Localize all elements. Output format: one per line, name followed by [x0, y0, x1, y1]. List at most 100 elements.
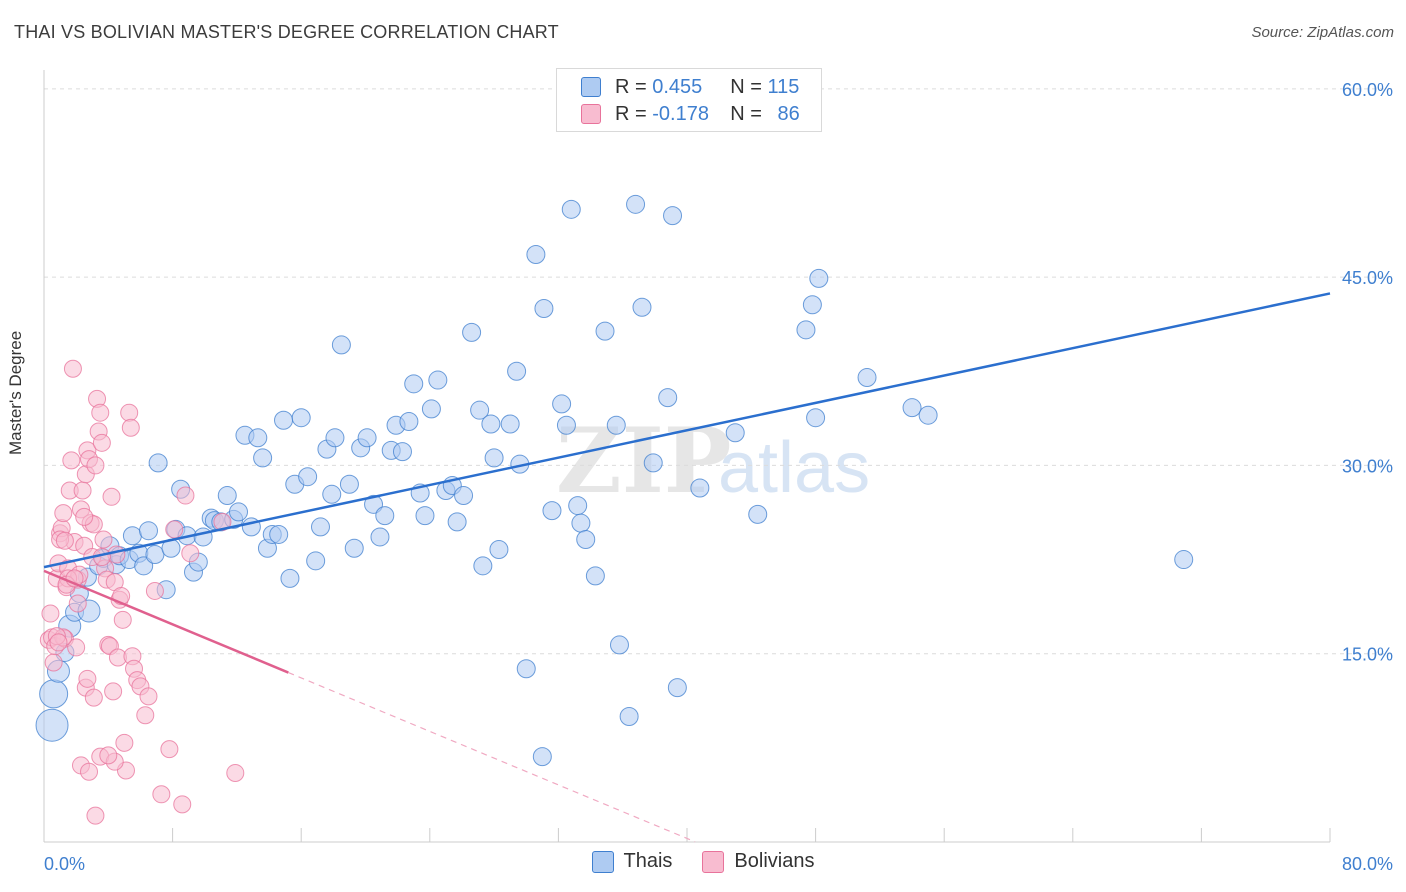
bolivians-point: [136, 706, 155, 725]
thais-point: [534, 299, 554, 319]
thais-point: [248, 428, 268, 448]
thais-point: [339, 474, 359, 494]
thais-point: [269, 524, 289, 544]
thais-point: [375, 506, 395, 526]
legend-label-bolivians: Bolivians: [734, 850, 815, 872]
watermark-atlas: atlas: [718, 428, 870, 508]
y-tick-label: 45.0%: [1342, 268, 1393, 288]
thais-point: [39, 679, 69, 709]
legend-r-label: R =: [615, 75, 653, 98]
thais-point: [280, 568, 300, 588]
thais-point: [392, 442, 412, 462]
thais-point: [902, 398, 922, 418]
bolivians-point: [213, 512, 232, 531]
legend-swatch-thais: [591, 850, 614, 873]
y-tick-label: 30.0%: [1342, 456, 1393, 476]
thais-point: [481, 414, 501, 434]
thais-point: [364, 494, 384, 514]
thais-point: [643, 453, 663, 473]
thais-point: [663, 206, 683, 226]
legend-row-thais: R = 0.455 N = 115: [581, 73, 799, 101]
thais-point: [632, 297, 652, 317]
legend-item-thais[interactable]: Thais: [591, 850, 673, 873]
legend-item-bolivians[interactable]: Bolivians: [702, 850, 814, 873]
thais-point: [357, 428, 377, 448]
legend-r-value: -0.178: [652, 102, 709, 125]
legend-swatch-thais: [581, 77, 601, 97]
bolivians-point: [49, 633, 68, 652]
x-tick-label: 80.0%: [1342, 854, 1393, 874]
thais-point: [1174, 550, 1194, 570]
bolivians-trend-line: [43, 569, 289, 674]
bolivians-point: [91, 403, 110, 422]
thais-point: [500, 414, 520, 434]
thais-point: [626, 194, 646, 214]
thais-point: [809, 268, 829, 288]
bolivians-point: [55, 531, 74, 550]
thais-point: [274, 410, 294, 430]
series-legend: Thais Bolivians: [0, 850, 1406, 873]
thais-point: [454, 486, 474, 506]
legend-row-bolivians: R = -0.178 N = 86: [581, 100, 800, 128]
legend-label-thais: Thais: [623, 850, 673, 872]
bolivians-point: [54, 504, 73, 523]
thais-point: [145, 545, 165, 565]
thais-point: [748, 504, 768, 524]
bolivians-point: [165, 520, 184, 539]
thais-point: [404, 374, 424, 394]
bolivians-point: [78, 669, 97, 688]
thais-point: [148, 453, 168, 473]
thais-point: [857, 368, 877, 388]
bolivians-point: [160, 740, 179, 759]
thais-point: [552, 394, 572, 414]
bolivians-point: [86, 806, 105, 825]
bolivians-point: [139, 687, 158, 706]
thais-point: [595, 321, 615, 341]
bolivians-point: [176, 486, 195, 505]
thais-point: [415, 506, 435, 526]
thais-point: [447, 512, 467, 532]
bolivians-point: [63, 359, 82, 378]
bolivians-point: [226, 763, 245, 782]
thais-point: [138, 521, 158, 541]
thais-point: [571, 513, 591, 533]
bolivians-point: [80, 762, 99, 781]
thais-point: [556, 415, 576, 435]
bolivians-point: [113, 610, 132, 629]
thais-point: [122, 526, 142, 546]
thais-point: [421, 399, 441, 419]
bolivians-point: [120, 403, 139, 422]
thais-point: [690, 478, 710, 498]
bolivians-point: [173, 795, 192, 814]
thais-point: [806, 408, 826, 428]
chart-title: THAI VS BOLIVIAN MASTER'S DEGREE CORRELA…: [14, 22, 559, 42]
thais-point: [344, 538, 364, 558]
thais-point: [331, 335, 351, 355]
thais-point: [484, 448, 504, 468]
legend-r-value: 0.455: [652, 75, 703, 98]
thais-point: [229, 502, 249, 522]
x-tick-label: 0.0%: [44, 854, 85, 874]
bolivians-point: [84, 688, 103, 707]
thais-point: [585, 566, 605, 586]
thais-point: [576, 529, 596, 549]
bolivians-point: [145, 581, 164, 600]
y-axis-label: Master's Degree: [6, 330, 25, 455]
thais-trend-line: [43, 292, 1331, 569]
thais-point: [516, 659, 536, 679]
thais-point: [310, 517, 330, 537]
thais-point: [306, 551, 326, 571]
thais-point: [399, 411, 419, 431]
bolivians-point: [102, 487, 121, 506]
bolivians-point: [181, 544, 200, 563]
thais-point: [325, 428, 345, 448]
thais-point: [606, 415, 626, 435]
thais-point: [35, 708, 69, 742]
thais-point: [253, 448, 273, 468]
bolivians-point: [152, 785, 171, 804]
thais-point: [532, 747, 552, 767]
thais-point: [489, 540, 509, 560]
legend-n-value: 115: [767, 75, 800, 98]
thais-point: [609, 635, 629, 655]
